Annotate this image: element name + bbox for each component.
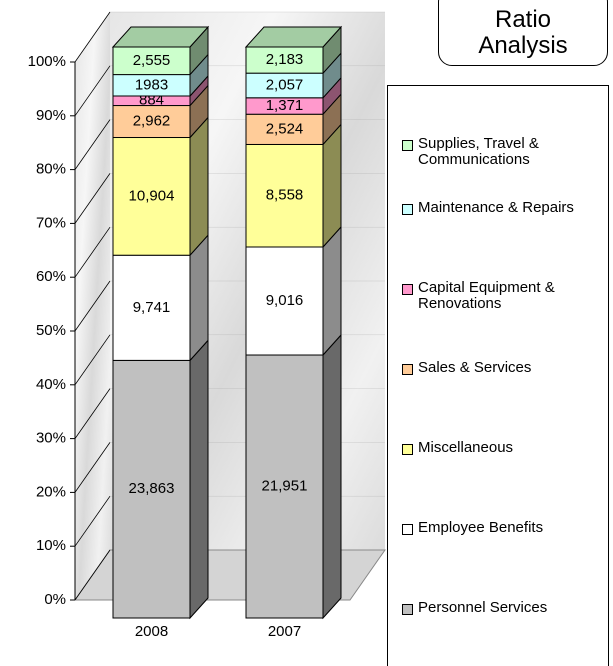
bar — [245, 354, 324, 619]
legend-swatch — [402, 140, 413, 151]
y-tick-label: 50% — [36, 322, 66, 339]
data-label: 2,057 — [266, 76, 304, 93]
bar — [112, 105, 191, 139]
legend: Supplies, Travel & Communications Mainten… — [387, 85, 609, 666]
bar — [112, 46, 191, 76]
legend-swatch — [402, 604, 413, 615]
legend-item: Sales & Services — [402, 360, 606, 376]
x-tick-label: 2007 — [268, 623, 301, 640]
y-tick-label: 100% — [28, 53, 66, 70]
legend-swatch — [402, 204, 413, 215]
data-label: 9,741 — [133, 299, 171, 316]
y-tick-label: 60% — [36, 268, 66, 285]
bar-side-shade — [323, 77, 341, 115]
bar-top — [111, 26, 210, 48]
data-label: 23,863 — [129, 480, 175, 497]
data-label: 9,016 — [266, 292, 304, 309]
legend-item: Personnel Services — [402, 600, 606, 616]
y-tick-label: 0% — [44, 591, 66, 608]
legend-swatch — [402, 524, 413, 535]
bar-side-shade — [190, 54, 208, 96]
legend-label: Employee Benefits — [418, 519, 544, 536]
grid-line — [74, 388, 111, 439]
bar-top-shade — [113, 27, 208, 47]
bar-top-shade — [246, 27, 341, 47]
y-tick-label: 10% — [36, 537, 66, 554]
legend-swatch — [402, 284, 413, 295]
data-label: 2,962 — [133, 112, 171, 129]
legend-label: Personnel Services — [418, 599, 548, 616]
y-tick-label: 20% — [36, 483, 66, 500]
legend-label: Supplies, Travel & Communications — [418, 135, 539, 168]
bar — [245, 246, 324, 356]
data-label: 2,183 — [266, 51, 304, 68]
bar-side-shade — [190, 117, 208, 256]
grid-line — [74, 280, 111, 332]
data-label: 10,904 — [129, 187, 175, 204]
bar-side-shade — [323, 94, 341, 145]
bar — [245, 113, 324, 145]
bar — [112, 254, 191, 361]
bar-side-shade — [190, 27, 208, 75]
grid-line — [74, 119, 111, 170]
legend-item: Employee Benefits — [402, 520, 606, 536]
bar-side-shade — [323, 226, 341, 356]
grid-line — [74, 65, 111, 117]
bar-side-shade — [323, 335, 341, 618]
grid-line — [74, 334, 111, 386]
x-tick-label: 2008 — [135, 623, 168, 640]
y-tick-label: 70% — [36, 214, 66, 231]
grid-line — [74, 11, 111, 63]
legend-label: Capital Equipment & Renovations — [418, 279, 555, 312]
bar-side-shade — [323, 27, 341, 74]
legend-swatch — [402, 364, 413, 375]
y-tick-label: 40% — [36, 376, 66, 393]
chart-title: Ratio Analysis — [438, 0, 608, 66]
y-tick-label: 80% — [36, 161, 66, 178]
bar — [245, 72, 324, 99]
bar-side-shade — [190, 85, 208, 138]
legend-label: Miscellaneous — [418, 439, 514, 456]
legend-swatch — [402, 444, 413, 455]
grid-line — [74, 442, 111, 493]
data-label: 2,524 — [266, 120, 304, 137]
legend-item: Maintenance & Repairs — [402, 200, 606, 216]
legend-label: Sales & Services — [418, 359, 532, 376]
data-label: 1983 — [135, 76, 168, 93]
bar — [245, 143, 324, 248]
bar — [112, 359, 191, 619]
data-label: 21,951 — [262, 477, 308, 494]
bar-top — [244, 26, 343, 48]
bar-side-shade — [190, 75, 208, 106]
y-tick-label: 90% — [36, 107, 66, 124]
legend-label: Maintenance & Repairs — [418, 199, 574, 216]
bar-side-shade — [190, 340, 208, 618]
grid-line — [74, 173, 111, 224]
grid-line — [74, 549, 111, 601]
bar-side-shade — [323, 53, 341, 98]
bar-side-shade — [323, 124, 341, 247]
y-tick-label: 30% — [36, 430, 66, 447]
legend-item: Capital Equipment & Renovations — [402, 280, 606, 312]
data-label: 8,558 — [266, 187, 304, 204]
bar — [112, 137, 191, 256]
grid-line — [74, 495, 111, 547]
data-label: 2,555 — [133, 52, 171, 69]
legend-item: Miscellaneous — [402, 440, 606, 456]
legend-item: Supplies, Travel & Communications — [402, 136, 606, 168]
grid-line — [74, 226, 111, 278]
data-label: 1,371 — [266, 97, 304, 114]
bar-side-shade — [190, 235, 208, 361]
